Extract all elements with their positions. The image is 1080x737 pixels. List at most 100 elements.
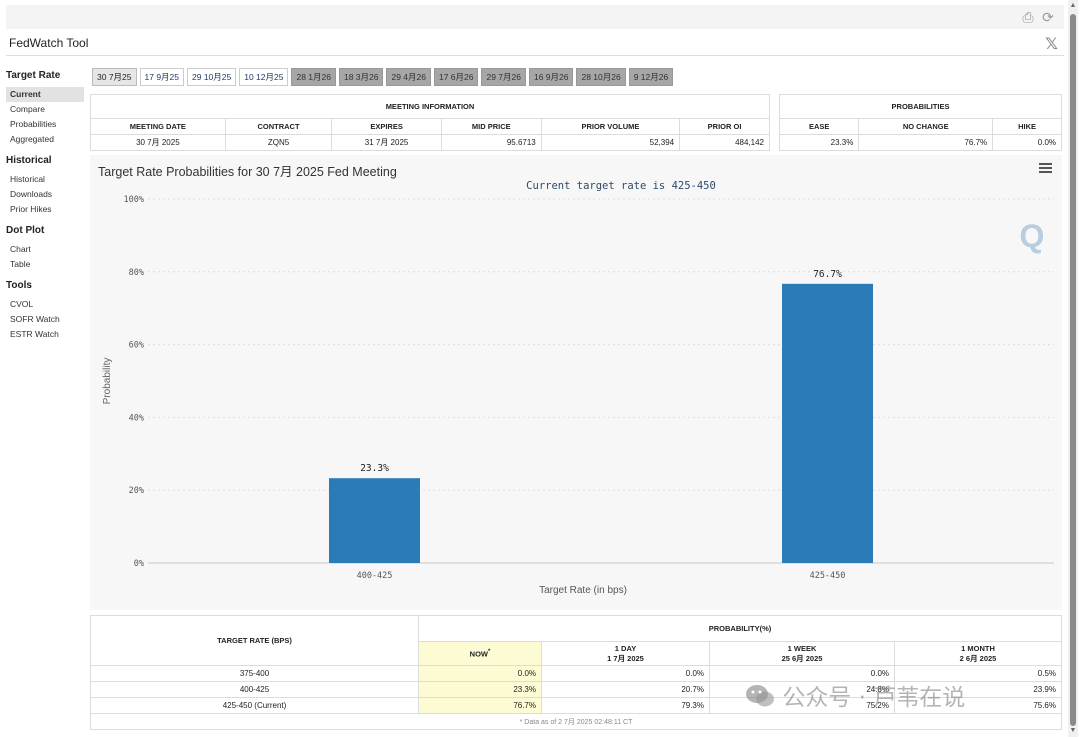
sidebar-item-prior-hikes[interactable]: Prior Hikes: [10, 204, 52, 214]
sidebar-item-compare[interactable]: Compare: [10, 104, 45, 114]
sidebar-item-cvol[interactable]: CVOL: [10, 299, 34, 309]
day-cell: 0.0%: [541, 665, 710, 682]
tab-meeting[interactable]: 30 7月25: [92, 68, 137, 86]
watermark: 公众号 · 芦苇在说: [745, 678, 965, 712]
prior-volume-value: 52,394: [540, 134, 681, 151]
title-divider: [6, 55, 1064, 56]
meeting-info-table: MEETING INFORMATION MEETING DATE CONTRAC…: [90, 94, 770, 151]
sidebar-item-downloads[interactable]: Downloads: [10, 189, 53, 199]
wechat-icon: [746, 685, 774, 707]
col-header-1-week: 1 WEEK 25 6月 2025: [709, 641, 895, 666]
sidebar-heading: Historical: [6, 155, 52, 166]
tab-meeting[interactable]: 17 6月26: [433, 68, 479, 86]
sidebar-heading: Dot Plot: [6, 225, 45, 236]
meeting-info-heading: MEETING INFORMATION: [90, 94, 770, 119]
tab-meeting[interactable]: 18 3月26: [338, 68, 384, 86]
sidebar-item-sofr-watch[interactable]: SOFR Watch: [10, 314, 60, 324]
contract-value: ZQN5: [224, 134, 333, 151]
probability-history-table: TARGET RATE (BPS) PROBABILITY(%) NOW* 1 …: [90, 615, 1062, 730]
rate-cell: 375-400: [90, 665, 419, 682]
tab-meeting[interactable]: 29 4月26: [386, 68, 431, 86]
tab-meeting[interactable]: 16 9月26: [528, 68, 574, 86]
y-tick-label: 100%: [124, 195, 144, 205]
tab-meeting[interactable]: 29 10月25: [187, 68, 237, 86]
bar-data-label: 76.7%: [813, 269, 842, 280]
y-tick-label: 40%: [129, 413, 144, 423]
now-cell: 23.3%: [418, 681, 542, 698]
col-header: EXPIRES: [331, 118, 442, 135]
col-header: PRIOR OI: [679, 118, 770, 135]
bar: [782, 283, 873, 563]
vertical-scrollbar[interactable]: ▲ ▼: [1068, 0, 1078, 737]
col-header: CONTRACT: [224, 118, 333, 135]
browser-toolbar: ⎙ ⟳: [6, 5, 1064, 29]
hike-value: 0.0%: [992, 134, 1062, 151]
sidebar-group-dot-plot: Dot Plot Chart Table: [6, 225, 84, 272]
q-logo: Q: [1020, 218, 1045, 254]
col-header: MEETING DATE: [90, 118, 226, 135]
y-tick-label: 60%: [129, 341, 144, 351]
sidebar-group-target-rate: Target Rate Current Compare Probabilitie…: [6, 70, 84, 147]
rate-cell: 400-425: [90, 681, 419, 698]
expires-value: 31 7月 2025: [331, 134, 442, 151]
sidebar-heading: Target Rate: [6, 70, 61, 81]
no-change-value: 76.7%: [858, 134, 994, 151]
now-cell: 76.7%: [418, 697, 542, 714]
tab-meeting[interactable]: 10 12月25: [239, 68, 289, 86]
tab-meeting[interactable]: 28 1月26: [291, 68, 336, 86]
tab-meeting[interactable]: 17 9月25: [139, 68, 184, 86]
day-cell: 20.7%: [541, 681, 710, 698]
chart-title: Target Rate Probabilities for 30 7月 2025…: [98, 165, 397, 179]
col-header: NO CHANGE: [858, 118, 994, 135]
sidebar-group-tools: Tools CVOL SOFR Watch ESTR Watch: [6, 280, 84, 342]
sidebar-item-chart[interactable]: Chart: [10, 244, 31, 254]
tab-meeting[interactable]: 29 7月26: [481, 68, 526, 86]
x-share-icon[interactable]: 𝕏: [1045, 36, 1058, 53]
chart-menu-icon[interactable]: [1039, 163, 1052, 173]
col-header-1-day: 1 DAY 1 7月 2025: [541, 641, 710, 666]
col-header-1-month: 1 MONTH 2 6月 2025: [894, 641, 1062, 666]
sidebar-item-estr-watch[interactable]: ESTR Watch: [10, 329, 59, 339]
col-header: MID PRICE: [440, 118, 542, 135]
probabilities-heading: PROBABILITIES: [779, 94, 1062, 119]
scroll-down-icon[interactable]: ▼: [1069, 727, 1077, 734]
meeting-date-value: 30 7月 2025: [90, 134, 226, 151]
col-header-now: NOW*: [418, 641, 542, 666]
sidebar-group-historical: Historical Historical Downloads Prior Hi…: [6, 155, 84, 217]
y-tick-label: 0%: [134, 559, 144, 569]
rate-cell: 425-450 (Current): [90, 697, 419, 714]
col-header: PRIOR VOLUME: [540, 118, 681, 135]
tab-meeting[interactable]: 28 10月26: [576, 68, 626, 86]
app-title: FedWatch Tool: [9, 36, 89, 50]
bar-data-label: 23.3%: [360, 463, 389, 474]
scroll-up-icon[interactable]: ▲: [1069, 2, 1077, 9]
x-axis-label: Target Rate (in bps): [539, 585, 627, 596]
y-tick-label: 80%: [129, 268, 144, 278]
sidebar-item-table[interactable]: Table: [10, 259, 31, 269]
sidebar-item-current[interactable]: Current: [6, 87, 84, 102]
sidebar-heading: Tools: [6, 280, 32, 291]
col-header: HIKE: [992, 118, 1062, 135]
target-rate-header: TARGET RATE (BPS): [90, 615, 419, 666]
data-timestamp: * Data as of 2 7月 2025 02:48:11 CT: [90, 713, 1062, 730]
probability-header: PROBABILITY(%): [418, 615, 1062, 642]
col-header: EASE: [778, 118, 860, 135]
save-icon[interactable]: ⎙: [1022, 9, 1034, 25]
refresh-icon[interactable]: ⟳: [1042, 9, 1054, 25]
ease-value: 23.3%: [778, 134, 860, 151]
sidebar-item-historical[interactable]: Historical: [10, 174, 45, 184]
sidebar: Target Rate Current Compare Probabilitie…: [6, 70, 84, 350]
now-cell: 0.0%: [418, 665, 542, 682]
day-cell: 79.3%: [541, 697, 710, 714]
table-row: 425-450 (Current) 76.7% 79.3% 75.2% 75.6…: [90, 697, 1062, 714]
meeting-tabs: 30 7月25 17 9月25 29 10月25 10 12月25 28 1月2…: [92, 68, 674, 86]
bar-chart: Current target rate is 425-450 Q 0% 20% 40% 6…: [102, 180, 1054, 596]
sidebar-item-probabilities[interactable]: Probabilities: [10, 119, 57, 129]
tab-meeting[interactable]: 9 12月26: [628, 68, 674, 86]
sidebar-item-aggregated[interactable]: Aggregated: [10, 134, 54, 144]
scrollbar-thumb[interactable]: [1070, 14, 1076, 726]
mid-price-value: 95.6713: [440, 134, 542, 151]
bar: [329, 478, 420, 563]
prior-oi-value: 484,142: [679, 134, 770, 151]
y-tick-label: 20%: [129, 486, 144, 496]
